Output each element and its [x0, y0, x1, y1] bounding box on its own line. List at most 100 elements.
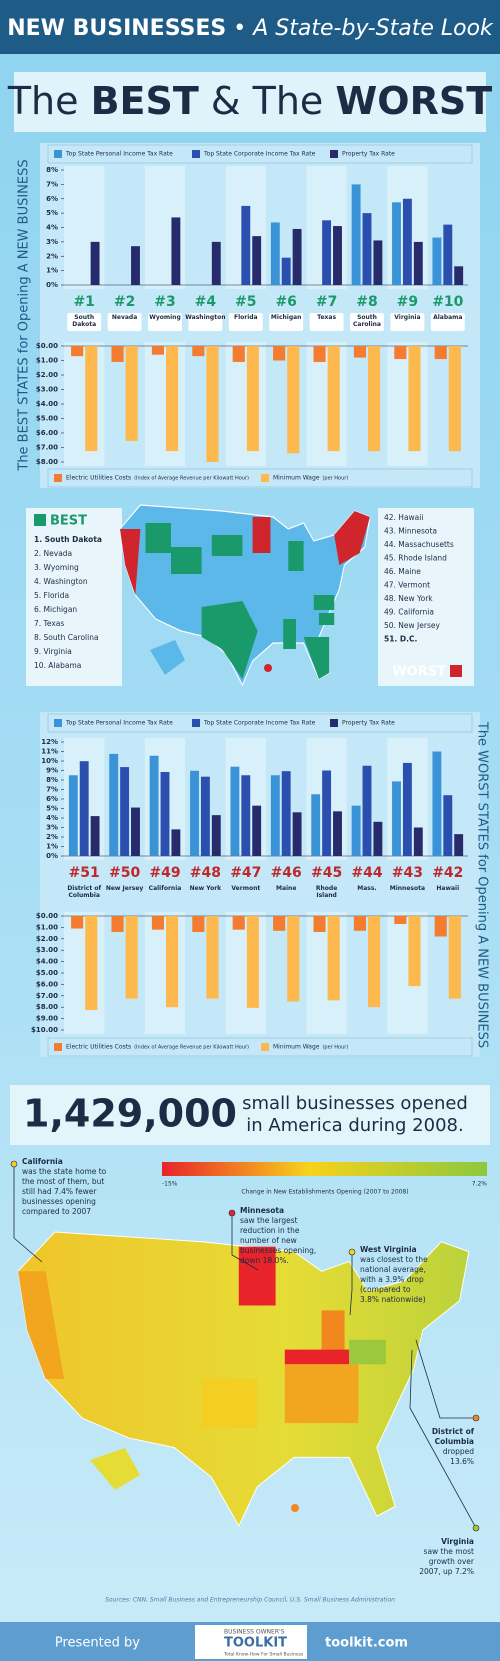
banner-word: & The: [211, 79, 323, 123]
bar: [287, 346, 300, 454]
annotation-line: national average,: [360, 1265, 426, 1274]
rank-label: #6: [275, 294, 296, 310]
bar: [448, 916, 461, 999]
category-box: Vermont: [231, 885, 260, 892]
bar: [351, 184, 361, 285]
bar: [241, 205, 251, 285]
bar: [166, 346, 179, 452]
bar: [131, 807, 140, 856]
y-tick-label: 0%: [46, 852, 58, 860]
y-tick-label: $9.00: [36, 1015, 58, 1023]
bar: [206, 346, 219, 462]
bar: [90, 241, 100, 285]
x-tick-label: Minnesota: [389, 885, 425, 892]
category-box: Virginia: [394, 314, 420, 321]
category-box: Florida: [234, 314, 258, 321]
label-box: [390, 313, 425, 331]
state-region: [145, 523, 171, 553]
rank-label: #10: [432, 294, 463, 310]
bar: [270, 775, 280, 856]
bar: [413, 241, 423, 285]
list-item: 7. Texas: [34, 619, 64, 628]
hawaii: [291, 1504, 299, 1512]
legend-label: Top State Corporate Income Tax Rate: [203, 151, 316, 158]
bar: [192, 916, 205, 932]
annotation-line: saw the largest: [240, 1216, 298, 1225]
bar: [392, 202, 401, 285]
annotation-line: businesses opening,: [240, 1246, 316, 1255]
sources: Sources: CNN, Small Business and Entrepr…: [105, 1597, 395, 1604]
logo-box: [195, 1625, 307, 1659]
footer-presented: Presented by: [55, 1636, 140, 1651]
label-box: [67, 313, 102, 331]
bar: [454, 834, 464, 856]
y-tick-label: $3.00: [36, 386, 58, 394]
list-item: 43. Minnesota: [384, 527, 437, 536]
legend-frame: [47, 468, 473, 488]
bar: [448, 346, 461, 452]
bar: [273, 916, 286, 931]
label-box: [148, 313, 182, 331]
leader-line: [415, 1339, 474, 1419]
bar: [71, 346, 84, 357]
x-tick-label: Alabama: [433, 314, 463, 321]
banner-word: BEST: [91, 79, 199, 123]
list-item: 48. New York: [384, 594, 433, 603]
category-box: Mass.: [357, 885, 376, 892]
annotation-line: with a 3.9% drop: [360, 1275, 424, 1284]
bar: [68, 775, 78, 856]
header-band: [0, 0, 500, 54]
state-region: [252, 517, 271, 553]
bar: [131, 246, 140, 285]
bar: [246, 346, 259, 452]
bar: [149, 755, 159, 856]
rank-label: #4: [195, 294, 217, 310]
bar: [408, 916, 421, 987]
side-label: The BEST STATES for Opening A NEW BUSINE…: [17, 159, 32, 471]
legend-frame: [47, 713, 473, 733]
y-tick-label: 0%: [46, 281, 58, 289]
label-box: [309, 313, 344, 331]
worst-swatch: [450, 665, 462, 677]
legend-swatch: [330, 150, 338, 158]
state-region: [211, 535, 243, 556]
list-item: 45. Rhode Island: [384, 554, 447, 563]
leader-line: [231, 1213, 259, 1271]
list-item: 47. Vermont: [384, 581, 430, 590]
rank-label: #9: [397, 294, 418, 310]
list-item: 42. Hawaii: [384, 513, 423, 522]
y-tick-label: 4%: [46, 224, 58, 232]
label-box: [188, 313, 223, 331]
rank-label: #45: [311, 865, 342, 881]
bar: [443, 224, 453, 285]
banner-word: The: [7, 79, 79, 123]
list-item: 3. Wyoming: [34, 563, 79, 572]
bar: [313, 916, 326, 932]
y-tick-label: 9%: [46, 767, 58, 775]
best-swatch: [34, 514, 46, 526]
annotation-line: 2007, up 7.2%: [419, 1567, 474, 1576]
x-tick-label: District of Columbia: [67, 885, 102, 899]
scale-title: Change in New Establishments Opening (20…: [241, 1189, 408, 1196]
label-box: [269, 313, 304, 331]
y-tick-label: 5%: [46, 805, 58, 813]
category-box: Wyoming: [149, 314, 181, 321]
bar: [200, 776, 210, 856]
rank-label: #42: [432, 865, 463, 881]
legend-label: Minimum Wage: [273, 475, 320, 482]
bar: [230, 766, 240, 856]
category-box: Nevada: [112, 314, 137, 321]
worst-list-box: [378, 508, 474, 686]
y-tick-label: 6%: [46, 795, 58, 803]
bar: [362, 213, 372, 285]
alaska: [90, 1448, 140, 1490]
y-tick-label: $0.00: [36, 912, 58, 920]
y-tick-label: $8.00: [36, 458, 58, 466]
bar: [273, 346, 286, 361]
bar: [281, 771, 291, 856]
y-tick-label: $10.00: [31, 1026, 58, 1034]
y-tick-label: 12%: [41, 738, 58, 746]
legend-frame: [47, 144, 473, 164]
annotation-line: number of new: [240, 1236, 297, 1245]
bar: [327, 916, 340, 1001]
